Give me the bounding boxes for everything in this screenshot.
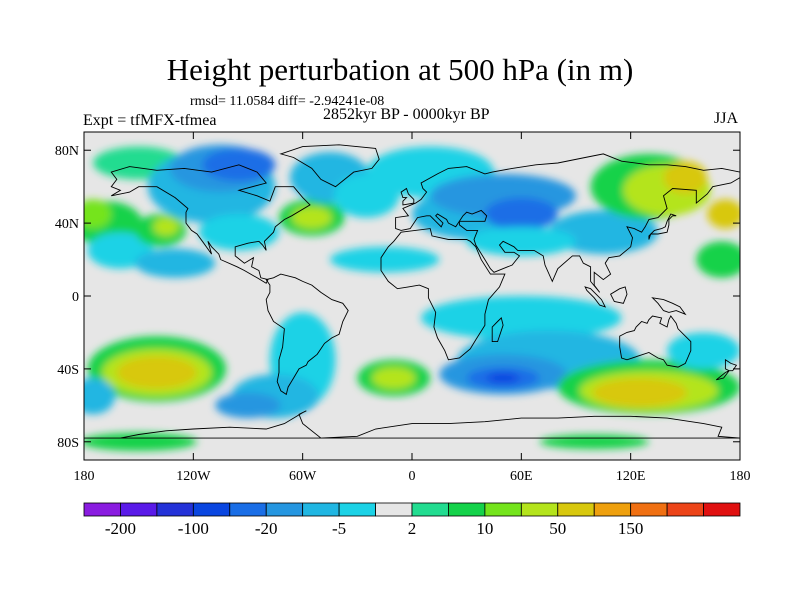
colorbar-swatch: [520, 502, 559, 517]
north-america-coast: [110, 164, 311, 284]
field-region: [663, 161, 708, 194]
season-label: JJA: [714, 110, 739, 127]
colorbar: -200 -100 -20 -5 2 10 50 150: [83, 502, 741, 538]
colorbar-swatch: [703, 502, 741, 517]
colorbar-label: 2: [408, 519, 417, 538]
x-tick-label: 60W: [289, 469, 317, 484]
field-region: [421, 296, 622, 340]
field-region: [135, 248, 216, 278]
x-tick-label: 120E: [616, 469, 646, 484]
colorbar-swatch: [302, 502, 340, 517]
colorbar-label: -20: [255, 519, 278, 538]
colorbar-swatch: [448, 502, 486, 517]
field-region: [539, 434, 649, 450]
map-title: Height perturbation at 500 hPa (in m): [166, 52, 634, 87]
antarctica-coast: [84, 410, 740, 439]
y-tick-label: 0: [72, 290, 79, 305]
y-tick-label: 40S: [57, 363, 79, 378]
colorbar-swatch: [557, 502, 595, 517]
y-tick-label: 80S: [57, 436, 79, 451]
x-tick-label: 180: [730, 469, 751, 484]
colorbar-swatch: [338, 502, 376, 517]
indonesia-coast: [584, 286, 607, 308]
field-region: [486, 372, 520, 384]
new-zealand-south-coast: [716, 370, 730, 381]
colorbar-swatch: [156, 502, 194, 517]
field-region: [84, 378, 115, 415]
y-tick-label: 40N: [55, 217, 79, 232]
coastlines: [84, 144, 740, 439]
field-region: [667, 332, 740, 369]
field-region: [466, 226, 576, 256]
field-region: [84, 199, 112, 229]
australia-coast: [619, 315, 692, 368]
period-label: 2852kyr BP - 0000kyr BP: [323, 106, 490, 123]
south-america-coast: [265, 273, 349, 396]
field-region: [707, 199, 740, 229]
x-tick-label: 0: [409, 469, 416, 484]
field-region: [291, 206, 332, 229]
colorbar-label: 10: [476, 519, 493, 538]
map-plot-area: [83, 131, 741, 461]
colorbar-swatch: [375, 502, 413, 517]
field-region: [371, 367, 416, 389]
field-region: [484, 197, 558, 231]
colorbar-swatch: [666, 502, 704, 517]
rmsd-stats-line: rmsd= 11.0584 diff= -2.94241e-08: [190, 94, 385, 109]
field-contours: [84, 144, 740, 451]
colorbar-swatch: [593, 502, 632, 517]
experiment-label: Expt = tfMFX-tfmea: [83, 112, 217, 129]
colorbar-swatch: [265, 502, 304, 517]
colorbar-swatch: [411, 502, 449, 517]
colorbar-label: -5: [332, 519, 346, 538]
new-guinea-coast: [651, 297, 687, 316]
colorbar-swatch: [83, 502, 121, 517]
colorbar-label: -200: [105, 519, 136, 538]
y-tick-label: 80N: [55, 144, 79, 159]
colorbar-swatch: [192, 502, 231, 517]
eurasia-coast: [395, 153, 740, 293]
field-region: [153, 217, 179, 236]
field-region: [548, 210, 658, 255]
africa-coast: [380, 228, 506, 361]
colorbar-label: 50: [549, 519, 566, 538]
greenland-coast: [279, 144, 380, 188]
x-tick-label: 60E: [510, 469, 533, 484]
borneo-coast: [610, 286, 628, 304]
british-isles-coast: [400, 187, 415, 206]
field-region: [330, 246, 440, 273]
japan-coast: [648, 213, 677, 240]
colorbar-label: -100: [178, 519, 209, 538]
colorbar-swatch: [229, 502, 267, 517]
x-tick-label: 120W: [176, 469, 211, 484]
field-region: [84, 432, 197, 451]
colorbar-label: 150: [618, 519, 644, 538]
x-tick-label: 180: [74, 469, 95, 484]
field-region: [696, 241, 740, 278]
madagascar-coast: [491, 317, 504, 343]
perturbation-field: [84, 144, 740, 451]
field-region: [302, 410, 449, 437]
new-zealand-coast: [724, 358, 738, 372]
field-region: [592, 378, 688, 408]
field-region: [215, 392, 281, 419]
colorbar-swatch: [484, 502, 522, 517]
map-axes: 180 120W 60W 0 60E 120E 180 80N 40N 0 40S 80S: [55, 132, 751, 484]
colorbar-swatch: [120, 502, 158, 517]
colorbar-swatch: [630, 502, 668, 517]
field-region: [116, 356, 197, 389]
